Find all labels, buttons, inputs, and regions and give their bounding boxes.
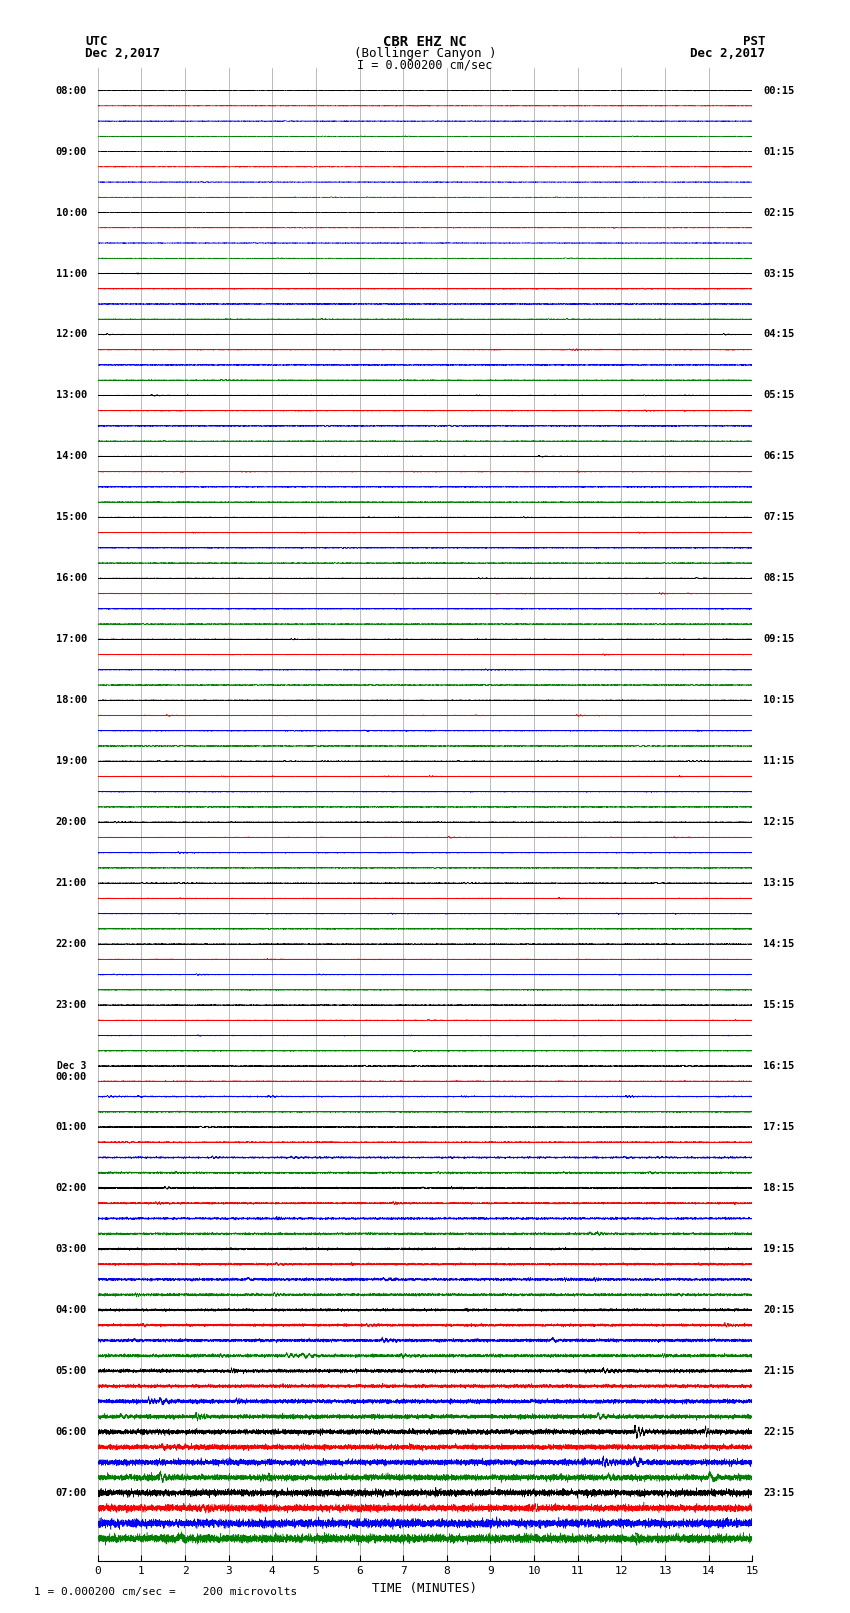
Text: CBR EHZ NC: CBR EHZ NC — [383, 35, 467, 50]
Text: 09:15: 09:15 — [763, 634, 795, 644]
Text: 17:15: 17:15 — [763, 1123, 795, 1132]
Text: 01:15: 01:15 — [763, 147, 795, 156]
Text: 18:15: 18:15 — [763, 1182, 795, 1194]
Text: PST: PST — [743, 35, 765, 48]
Text: 21:15: 21:15 — [763, 1366, 795, 1376]
Text: I = 0.000200 cm/sec: I = 0.000200 cm/sec — [357, 58, 493, 71]
Text: 17:00: 17:00 — [55, 634, 87, 644]
Text: 01:00: 01:00 — [55, 1123, 87, 1132]
Text: UTC: UTC — [85, 35, 107, 48]
Text: Dec 2,2017: Dec 2,2017 — [690, 47, 765, 60]
Text: 21:00: 21:00 — [55, 877, 87, 889]
Text: 00:15: 00:15 — [763, 85, 795, 95]
Text: 03:15: 03:15 — [763, 268, 795, 279]
Text: 22:00: 22:00 — [55, 939, 87, 948]
Text: 16:00: 16:00 — [55, 573, 87, 584]
Text: 15:15: 15:15 — [763, 1000, 795, 1010]
Text: 02:00: 02:00 — [55, 1182, 87, 1194]
Text: Dec 2,2017: Dec 2,2017 — [85, 47, 160, 60]
Text: 23:00: 23:00 — [55, 1000, 87, 1010]
X-axis label: TIME (MINUTES): TIME (MINUTES) — [372, 1582, 478, 1595]
Text: 22:15: 22:15 — [763, 1428, 795, 1437]
Text: 20:15: 20:15 — [763, 1305, 795, 1315]
Text: 19:15: 19:15 — [763, 1244, 795, 1253]
Text: 04:15: 04:15 — [763, 329, 795, 339]
Text: 11:15: 11:15 — [763, 756, 795, 766]
Text: 06:00: 06:00 — [55, 1428, 87, 1437]
Text: 08:00: 08:00 — [55, 85, 87, 95]
Text: 05:00: 05:00 — [55, 1366, 87, 1376]
Text: 07:00: 07:00 — [55, 1487, 87, 1498]
Text: 23:15: 23:15 — [763, 1487, 795, 1498]
Text: 14:00: 14:00 — [55, 452, 87, 461]
Text: 20:00: 20:00 — [55, 818, 87, 827]
Text: 18:00: 18:00 — [55, 695, 87, 705]
Text: 07:15: 07:15 — [763, 513, 795, 523]
Text: 10:00: 10:00 — [55, 208, 87, 218]
Text: 10:15: 10:15 — [763, 695, 795, 705]
Text: 02:15: 02:15 — [763, 208, 795, 218]
Text: 08:15: 08:15 — [763, 573, 795, 584]
Text: 05:15: 05:15 — [763, 390, 795, 400]
Text: 13:00: 13:00 — [55, 390, 87, 400]
Text: 12:15: 12:15 — [763, 818, 795, 827]
Text: 13:15: 13:15 — [763, 877, 795, 889]
Text: 12:00: 12:00 — [55, 329, 87, 339]
Text: 11:00: 11:00 — [55, 268, 87, 279]
Text: 16:15: 16:15 — [763, 1061, 795, 1071]
Text: 19:00: 19:00 — [55, 756, 87, 766]
Text: 06:15: 06:15 — [763, 452, 795, 461]
Text: 00:00: 00:00 — [55, 1073, 87, 1082]
Text: 14:15: 14:15 — [763, 939, 795, 948]
Text: Dec 3: Dec 3 — [58, 1061, 87, 1071]
Text: 15:00: 15:00 — [55, 513, 87, 523]
Text: (Bollinger Canyon ): (Bollinger Canyon ) — [354, 47, 496, 60]
Text: 04:00: 04:00 — [55, 1305, 87, 1315]
Text: 1 = 0.000200 cm/sec =    200 microvolts: 1 = 0.000200 cm/sec = 200 microvolts — [34, 1587, 298, 1597]
Text: 09:00: 09:00 — [55, 147, 87, 156]
Text: 03:00: 03:00 — [55, 1244, 87, 1253]
